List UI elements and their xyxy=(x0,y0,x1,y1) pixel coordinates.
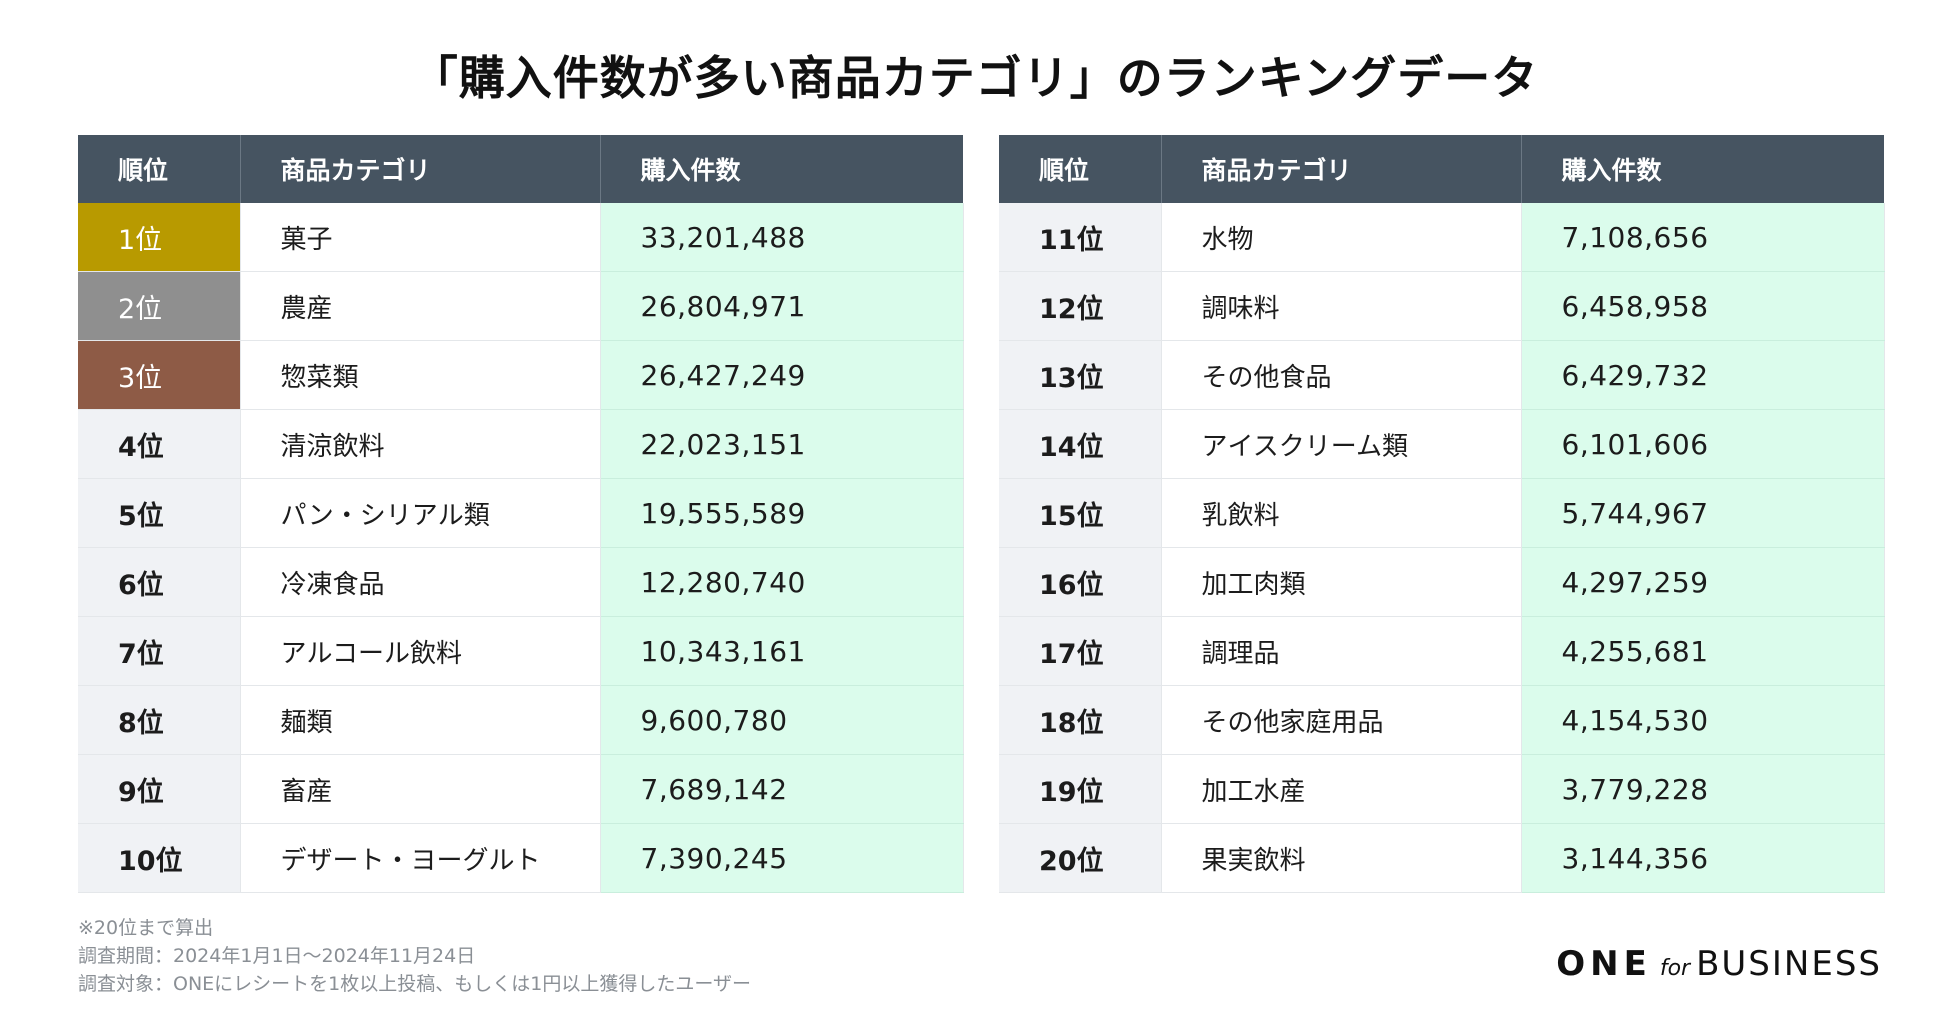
rank-cell: 20位 xyxy=(999,823,1162,893)
rank-cell: 19位 xyxy=(999,754,1162,824)
rank-cell: 18位 xyxy=(999,685,1162,755)
category-cell: 加工水産 xyxy=(1161,754,1522,824)
count-cell: 26,427,249 xyxy=(600,340,964,410)
count-cell: 6,101,606 xyxy=(1521,409,1885,479)
rank-cell: 8位 xyxy=(78,685,241,755)
category-cell: 菓子 xyxy=(240,203,601,272)
rank-cell: 10位 xyxy=(78,823,241,893)
category-cell: デザート・ヨーグルト xyxy=(240,823,601,893)
count-cell: 4,154,530 xyxy=(1521,685,1885,755)
category-cell: 清涼飲料 xyxy=(240,409,601,479)
logo-business: BUSINESS xyxy=(1696,944,1882,984)
category-cell: 果実飲料 xyxy=(1161,823,1522,893)
rank-cell: 11位 xyxy=(999,203,1162,272)
count-cell: 22,023,151 xyxy=(600,409,964,479)
count-cell: 5,744,967 xyxy=(1521,478,1885,548)
table-row: 6位 冷凍食品 12,280,740 xyxy=(78,547,964,617)
count-cell: 3,144,356 xyxy=(1521,823,1885,893)
category-cell: 調味料 xyxy=(1161,271,1522,341)
category-cell: アルコール飲料 xyxy=(240,616,601,686)
count-cell: 6,429,732 xyxy=(1521,340,1885,410)
count-cell: 26,804,971 xyxy=(600,271,964,341)
table-row: 3位 惣菜類 26,427,249 xyxy=(78,340,964,410)
header-count: 購入件数 xyxy=(1521,135,1884,203)
header-category: 商品カテゴリ xyxy=(1161,135,1522,203)
table-row: 7位 アルコール飲料 10,343,161 xyxy=(78,616,964,686)
category-cell: その他家庭用品 xyxy=(1161,685,1522,755)
category-cell: アイスクリーム類 xyxy=(1161,409,1522,479)
count-cell: 19,555,589 xyxy=(600,478,964,548)
count-cell: 7,689,142 xyxy=(600,754,964,824)
count-cell: 9,600,780 xyxy=(600,685,964,755)
table-row: 11位 水物 7,108,656 xyxy=(999,203,1885,272)
rank-cell: 13位 xyxy=(999,340,1162,410)
logo-one: ONE xyxy=(1556,944,1652,984)
category-cell: 農産 xyxy=(240,271,601,341)
category-cell: 水物 xyxy=(1161,203,1522,272)
count-cell: 10,343,161 xyxy=(600,616,964,686)
table-row: 2位 農産 26,804,971 xyxy=(78,271,964,341)
one-for-business-logo: ONE for BUSINESS xyxy=(1556,944,1882,984)
table-row: 16位 加工肉類 4,297,259 xyxy=(999,547,1885,617)
count-cell: 33,201,488 xyxy=(600,203,964,272)
rank-cell: 14位 xyxy=(999,409,1162,479)
ranking-table-right: 順位 商品カテゴリ 購入件数 11位 水物 7,108,656 12位 調味料 6,458… xyxy=(999,135,1885,893)
table-row: 14位 アイスクリーム類 6,101,606 xyxy=(999,409,1885,479)
logo-for: for xyxy=(1659,956,1691,981)
count-cell: 6,458,958 xyxy=(1521,271,1885,341)
category-cell: 冷凍食品 xyxy=(240,547,601,617)
category-cell: 調理品 xyxy=(1161,616,1522,686)
rank-cell: 9位 xyxy=(78,754,241,824)
count-cell: 3,779,228 xyxy=(1521,754,1885,824)
page-title: 「購入件数が多い商品カテゴリ」のランキングデータ xyxy=(411,51,1539,105)
table-row: 19位 加工水産 3,779,228 xyxy=(999,754,1885,824)
footnote-target: 調査対象：ONEにレシートを1枚以上投稿、もしくは1円以上獲得したユーザー xyxy=(78,973,751,995)
rank-cell: 15位 xyxy=(999,478,1162,548)
rank-cell: 17位 xyxy=(999,616,1162,686)
category-cell: 加工肉類 xyxy=(1161,547,1522,617)
table-row: 5位 パン・シリアル類 19,555,589 xyxy=(78,478,964,548)
rank-cell: 3位 xyxy=(78,340,241,410)
count-cell: 4,255,681 xyxy=(1521,616,1885,686)
category-cell: 麺類 xyxy=(240,685,601,755)
rank-cell: 1位 xyxy=(78,203,241,272)
rank-cell: 4位 xyxy=(78,409,241,479)
header-rank: 順位 xyxy=(78,135,241,203)
rank-cell: 2位 xyxy=(78,271,241,341)
rank-cell: 12位 xyxy=(999,271,1162,341)
table-row: 12位 調味料 6,458,958 xyxy=(999,271,1885,341)
rank-cell: 6位 xyxy=(78,547,241,617)
category-cell: その他食品 xyxy=(1161,340,1522,410)
header-category: 商品カテゴリ xyxy=(240,135,601,203)
footnote-scope: ※20位まで算出 xyxy=(78,917,214,939)
table-row: 1位 菓子 33,201,488 xyxy=(78,203,964,272)
rank-cell: 7位 xyxy=(78,616,241,686)
table-header-row: 順位 商品カテゴリ 購入件数 xyxy=(78,135,963,203)
count-cell: 4,297,259 xyxy=(1521,547,1885,617)
table-header-row: 順位 商品カテゴリ 購入件数 xyxy=(999,135,1884,203)
table-row: 18位 その他家庭用品 4,154,530 xyxy=(999,685,1885,755)
header-rank: 順位 xyxy=(999,135,1162,203)
table-row: 20位 果実飲料 3,144,356 xyxy=(999,823,1885,893)
category-cell: 畜産 xyxy=(240,754,601,824)
ranking-table-left: 順位 商品カテゴリ 購入件数 1位 菓子 33,201,488 2位 農産 26,804,… xyxy=(78,135,964,893)
header-count: 購入件数 xyxy=(600,135,963,203)
table-row: 4位 清涼飲料 22,023,151 xyxy=(78,409,964,479)
footnotes: ※20位まで算出 調査期間：2024年1月1日〜2024年11月24日 調査対象… xyxy=(78,914,751,998)
footnote-period: 調査期間：2024年1月1日〜2024年11月24日 xyxy=(78,945,476,967)
table-row: 13位 その他食品 6,429,732 xyxy=(999,340,1885,410)
rank-cell: 5位 xyxy=(78,478,241,548)
table-row: 9位 畜産 7,689,142 xyxy=(78,754,964,824)
table-row: 8位 麺類 9,600,780 xyxy=(78,685,964,755)
count-cell: 12,280,740 xyxy=(600,547,964,617)
table-row: 17位 調理品 4,255,681 xyxy=(999,616,1885,686)
count-cell: 7,390,245 xyxy=(600,823,964,893)
table-row: 10位 デザート・ヨーグルト 7,390,245 xyxy=(78,823,964,893)
table-row: 15位 乳飲料 5,744,967 xyxy=(999,478,1885,548)
category-cell: パン・シリアル類 xyxy=(240,478,601,548)
category-cell: 乳飲料 xyxy=(1161,478,1522,548)
count-cell: 7,108,656 xyxy=(1521,203,1885,272)
rank-cell: 16位 xyxy=(999,547,1162,617)
category-cell: 惣菜類 xyxy=(240,340,601,410)
